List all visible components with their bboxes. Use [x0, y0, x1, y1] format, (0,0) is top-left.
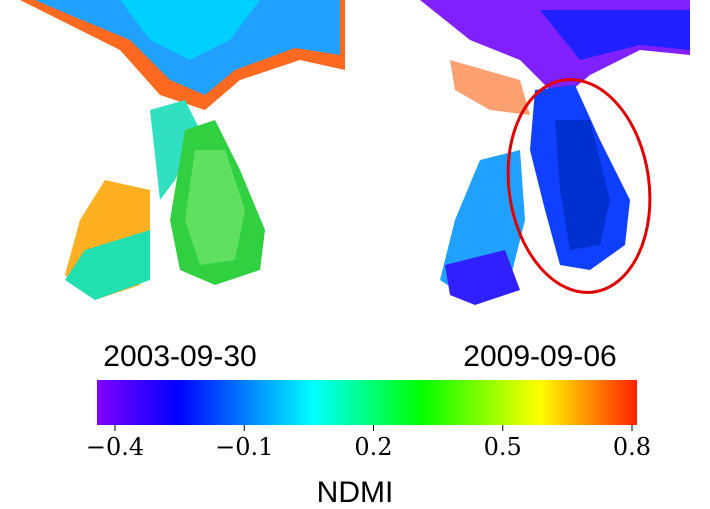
tick-label: −0.1	[215, 433, 273, 461]
panel-date: 2009-09-06	[463, 340, 616, 373]
panel-date: 2003-09-30	[103, 340, 256, 373]
colorbar-label: NDMI	[317, 476, 394, 509]
tick-label: −0.4	[86, 433, 144, 461]
map-right	[420, 0, 690, 305]
tick-label: 0.5	[484, 433, 522, 461]
tick-label: 0.2	[354, 433, 392, 461]
map-left	[20, 0, 345, 300]
colorbar	[97, 380, 637, 425]
tick-label: 0.8	[613, 433, 651, 461]
highlight-ellipse	[506, 78, 652, 294]
